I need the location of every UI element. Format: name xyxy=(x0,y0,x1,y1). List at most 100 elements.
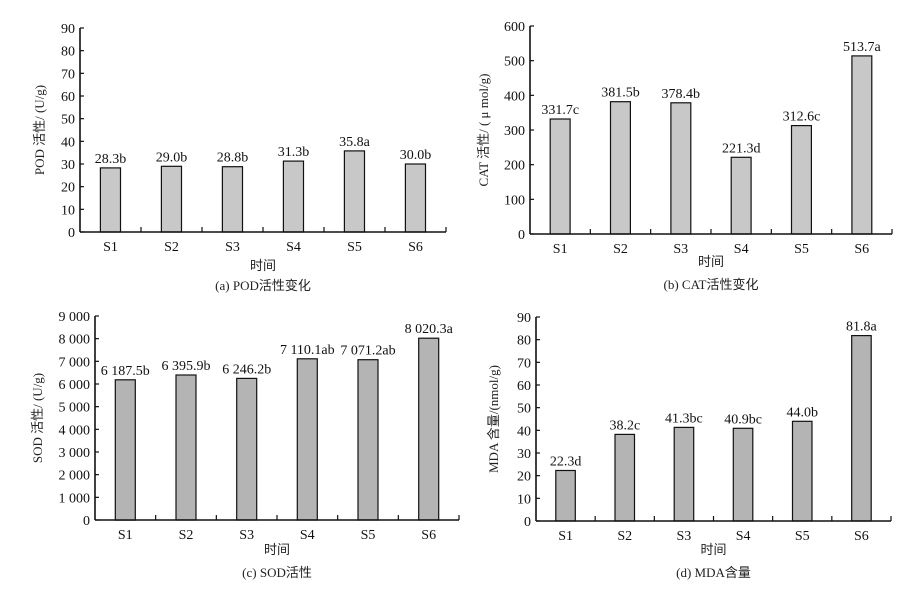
y-tick-label: 30 xyxy=(517,447,531,462)
x-tick-label: S5 xyxy=(795,529,810,544)
y-tick-label: 0 xyxy=(524,515,531,530)
y-tick-label: 9 000 xyxy=(59,310,91,325)
y-tick-label: 70 xyxy=(517,356,531,371)
data-label: 221.3d xyxy=(722,141,761,156)
y-tick-label: 8 000 xyxy=(59,333,91,348)
x-tick-label: S2 xyxy=(179,528,194,543)
data-label: 22.3d xyxy=(550,455,582,470)
chart-caption: (a) POD活性变化 xyxy=(215,278,311,293)
y-tick-label: 20 xyxy=(61,181,75,196)
y-tick-label: 30 xyxy=(61,158,75,173)
data-label: 8 020.3a xyxy=(405,322,454,337)
y-tick-label: 600 xyxy=(504,20,525,35)
data-label: 40.9bc xyxy=(724,412,762,427)
chart-c: 6 187.5b S1 6 395.9b S2 6 246.2b S3 7 110.1ab S… xyxy=(30,310,460,580)
data-label: 378.4b xyxy=(662,87,701,102)
x-tick-label: S2 xyxy=(164,240,179,255)
y-tick-label: 100 xyxy=(504,193,525,208)
bar-s3 xyxy=(670,102,692,235)
data-label: 29.0b xyxy=(156,150,188,165)
x-tick-label: S2 xyxy=(613,242,628,257)
chart-a: 28.3b S1 29.0b S2 28.8b S3 31.3b S4 35.8a S5 30.0b… xyxy=(32,22,447,293)
x-tick-label: S6 xyxy=(408,240,423,255)
data-label: 7 071.2ab xyxy=(340,344,395,359)
bar-s2 xyxy=(609,101,631,235)
data-label: 28.8b xyxy=(217,151,249,166)
data-label: 38.2c xyxy=(609,418,640,433)
data-label: 381.5b xyxy=(601,86,640,101)
x-tick-label: S6 xyxy=(421,528,436,543)
y-tick-label: 10 xyxy=(61,203,75,218)
x-tick-label: S3 xyxy=(677,529,692,544)
data-label: 35.8a xyxy=(339,135,371,150)
chart-d: 22.3d S1 38.2c S2 41.3bc S3 40.9bc S4 44.0b S5 81.… xyxy=(486,311,892,580)
data-label: 6 395.9b xyxy=(162,359,211,374)
chart-caption: (c) SOD活性 xyxy=(242,565,312,580)
bar-s6 xyxy=(851,55,873,235)
x-tick-label: S1 xyxy=(553,242,568,257)
data-label: 312.6c xyxy=(783,110,821,125)
data-label: 7 110.1ab xyxy=(280,343,335,358)
x-tick-label: S3 xyxy=(225,240,240,255)
x-tick-label: S5 xyxy=(347,240,362,255)
y-tick-label: 0 xyxy=(68,226,75,241)
y-tick-label: 60 xyxy=(517,379,531,394)
x-tick-label: S3 xyxy=(673,242,688,257)
y-axis-title: SOD 活性/ (U/g) xyxy=(30,373,45,463)
bar-s4 xyxy=(732,427,754,522)
y-tick-label: 60 xyxy=(61,90,75,105)
bar-s1 xyxy=(555,469,576,522)
y-tick-label: 0 xyxy=(518,228,525,243)
bar-s5 xyxy=(343,150,366,233)
x-tick-label: S6 xyxy=(854,529,869,544)
bar-s6 xyxy=(418,337,440,521)
x-tick-label: S1 xyxy=(558,529,573,544)
y-tick-label: 2 000 xyxy=(59,469,91,484)
y-tick-label: 300 xyxy=(504,124,525,139)
y-tick-label: 90 xyxy=(517,311,531,326)
bar-s2 xyxy=(175,374,197,521)
y-tick-label: 5 000 xyxy=(59,401,91,416)
y-tick-label: 4 000 xyxy=(59,423,91,438)
y-tick-label: 400 xyxy=(504,89,525,104)
bar-s2 xyxy=(160,165,183,233)
data-label: 28.3b xyxy=(95,152,127,167)
data-label: 331.7c xyxy=(541,103,579,118)
bar-s1 xyxy=(99,167,122,233)
data-label: 44.0b xyxy=(787,405,819,420)
y-tick-label: 7 000 xyxy=(59,355,91,370)
bar-s4 xyxy=(296,358,318,521)
x-tick-label: S4 xyxy=(734,242,749,257)
bar-s4 xyxy=(730,156,752,235)
y-tick-label: 80 xyxy=(517,334,531,349)
x-tick-label: S4 xyxy=(286,240,301,255)
bar-s5 xyxy=(357,359,379,521)
y-axis-title: POD 活性/ (U/g) xyxy=(32,85,47,175)
y-tick-label: 80 xyxy=(61,45,75,60)
data-label: 6 187.5b xyxy=(101,364,150,379)
y-tick-label: 20 xyxy=(517,470,531,485)
x-tick-label: S5 xyxy=(794,242,809,257)
bar-s1 xyxy=(114,379,136,521)
y-tick-label: 200 xyxy=(504,159,525,174)
data-label: 41.3bc xyxy=(665,411,703,426)
data-label: 513.7a xyxy=(843,40,882,55)
data-label: 6 246.2b xyxy=(222,362,271,377)
bar-s3 xyxy=(673,426,695,522)
x-axis-title: 时间 xyxy=(250,258,276,273)
chart-caption: (b) CAT活性变化 xyxy=(664,277,759,292)
x-axis-title: 时间 xyxy=(700,542,726,557)
bar-s5 xyxy=(790,124,812,235)
data-label: 81.8a xyxy=(846,320,878,335)
y-axis-title: CAT 活性/ ( μ mol/g) xyxy=(476,74,491,187)
y-tick-label: 50 xyxy=(517,402,531,417)
x-axis-title: 时间 xyxy=(264,542,290,557)
data-label: 30.0b xyxy=(400,148,432,163)
y-tick-label: 1 000 xyxy=(59,491,91,506)
x-tick-label: S1 xyxy=(118,528,133,543)
bar-s2 xyxy=(614,433,636,522)
y-tick-label: 500 xyxy=(504,55,525,70)
x-tick-label: S4 xyxy=(300,528,315,543)
chart-b: 331.7c S1 381.5b S2 378.4b S3 221.3d S4 312.6c S5… xyxy=(476,20,893,292)
